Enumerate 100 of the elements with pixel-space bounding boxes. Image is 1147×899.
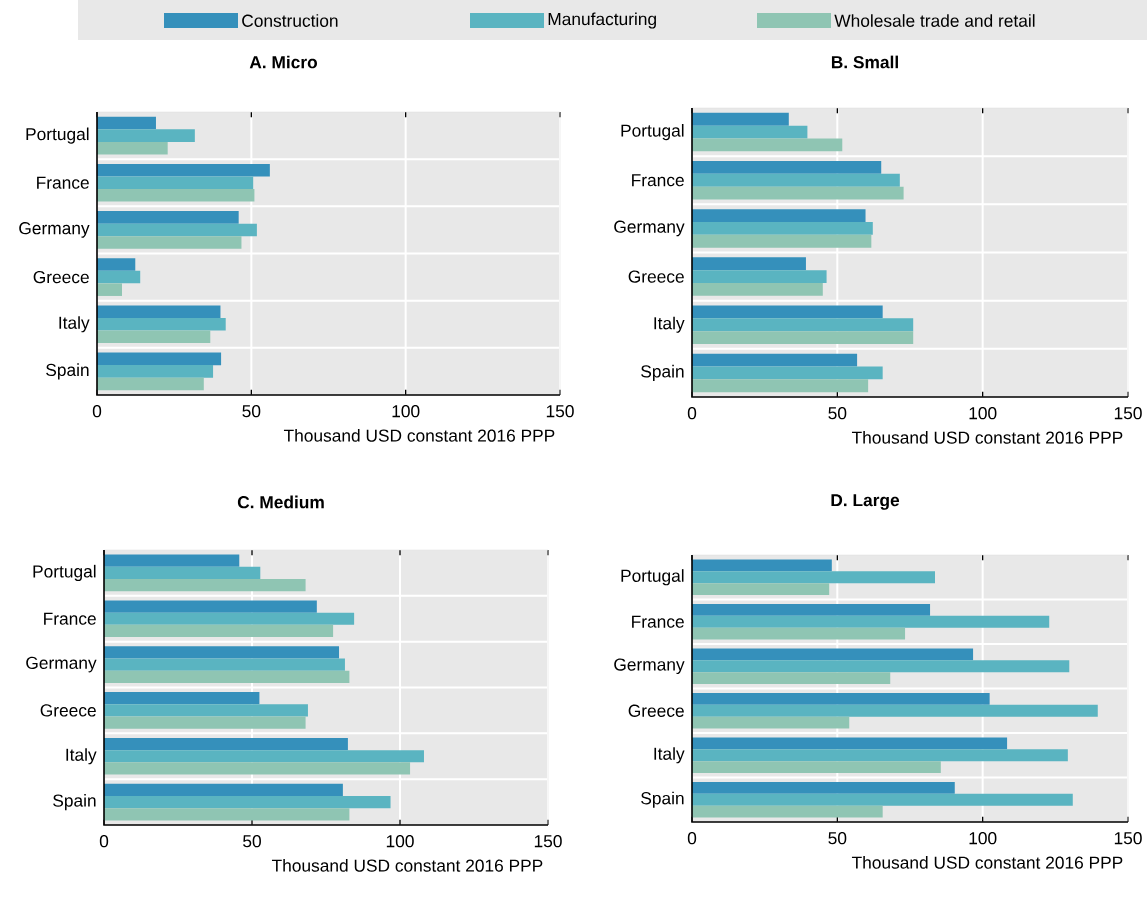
x-tick-label: 50: [828, 832, 847, 845]
bar: [104, 762, 411, 775]
bar: [104, 600, 317, 613]
bar: [692, 749, 1068, 762]
x-tick-label: 150: [534, 835, 562, 848]
y-tick-label: Italy: [654, 747, 685, 764]
bar: [97, 176, 254, 190]
bar: [692, 672, 891, 685]
bar: [97, 236, 242, 249]
bar: [692, 112, 789, 126]
y-tick-label: Portugal: [33, 564, 96, 581]
bar: [97, 283, 123, 296]
bar: [692, 583, 830, 596]
bar: [104, 646, 340, 659]
y-tick-label: Portugal: [621, 124, 684, 141]
bar: [692, 221, 873, 235]
bar: [97, 116, 156, 130]
bar: [692, 737, 1008, 750]
x-axis-title: Thousand USD constant 2016 PPP: [851, 431, 1123, 444]
y-tick-label: France: [632, 615, 684, 628]
bar: [692, 716, 850, 729]
bar: [692, 692, 990, 705]
x-axis-title: Thousand USD constant 2016 PPP: [283, 429, 555, 442]
bar: [97, 365, 214, 378]
bar: [97, 189, 255, 202]
x-tick-label: 50: [828, 407, 847, 420]
bar: [104, 737, 348, 751]
x-tick-label: 100: [969, 832, 997, 845]
y-tick-label: Portugal: [26, 127, 89, 144]
bar: [692, 270, 827, 283]
x-axis-title: Thousand USD constant 2016 PPP: [271, 859, 543, 872]
x-axis-title: Thousand USD constant 2016 PPP: [851, 856, 1123, 869]
bar: [692, 805, 883, 818]
chart-title: D. Large: [831, 494, 900, 510]
bar: [97, 211, 239, 224]
y-tick-label: Greece: [40, 704, 96, 717]
y-tick-label: Spain: [46, 363, 89, 380]
y-tick-label: Spain: [641, 364, 684, 381]
x-tick-label: 0: [92, 405, 102, 418]
x-tick-label: 100: [386, 835, 414, 848]
x-tick-label: 0: [687, 832, 697, 845]
x-tick-label: 100: [969, 407, 997, 420]
bar: [692, 186, 904, 200]
x-tick-label: 0: [687, 407, 697, 420]
bar: [692, 138, 843, 152]
bar: [692, 559, 832, 572]
x-tick-label: 50: [243, 835, 261, 848]
bar: [692, 331, 914, 345]
bar: [104, 658, 345, 671]
x-tick-label: 150: [546, 405, 574, 418]
y-tick-label: Spain: [53, 794, 96, 811]
bar: [692, 379, 869, 393]
bar: [692, 353, 858, 367]
y-tick-label: Portugal: [621, 569, 684, 586]
bar: [97, 141, 168, 155]
bar: [692, 648, 974, 661]
bar: [104, 716, 306, 729]
bar: [692, 305, 883, 319]
bar: [692, 366, 883, 380]
x-tick-label: 150: [1114, 832, 1142, 845]
bar: [104, 566, 261, 580]
bar: [97, 317, 226, 331]
bar: [692, 318, 914, 332]
y-tick-label: Germany: [19, 222, 90, 238]
bar: [692, 603, 931, 616]
bar: [692, 234, 872, 248]
bar: [692, 615, 1050, 628]
bar: [104, 704, 308, 717]
bar: [104, 579, 306, 592]
y-tick-label: Italy: [66, 748, 97, 765]
bar: [692, 627, 906, 640]
bar: [97, 305, 221, 318]
bar: [692, 761, 941, 774]
bar: [104, 750, 424, 763]
bar: [104, 670, 350, 683]
y-tick-label: Greece: [33, 270, 89, 284]
y-tick-label: France: [44, 612, 96, 625]
bar: [104, 554, 240, 567]
y-tick-label: Germany: [614, 658, 685, 675]
legend-label: Wholesale trade and retail: [834, 14, 1035, 27]
bar: [97, 377, 204, 391]
bar: [692, 160, 882, 174]
y-tick-label: Germany: [614, 220, 685, 237]
x-tick-label: 150: [1114, 407, 1142, 420]
x-tick-label: 0: [99, 835, 109, 848]
y-tick-label: Germany: [26, 656, 97, 673]
legend-label: Manufacturing: [548, 12, 656, 29]
bar: [97, 330, 211, 344]
bar: [692, 209, 866, 222]
bar: [97, 352, 222, 366]
bar: [692, 125, 808, 139]
bar: [97, 129, 195, 142]
bar: [692, 257, 806, 271]
chart-title: A. Micro: [249, 55, 317, 69]
y-tick-label: Italy: [654, 316, 685, 333]
bar: [104, 808, 350, 821]
bar: [692, 283, 823, 296]
bar: [104, 795, 391, 809]
bar: [692, 704, 1098, 717]
bar: [692, 173, 900, 187]
